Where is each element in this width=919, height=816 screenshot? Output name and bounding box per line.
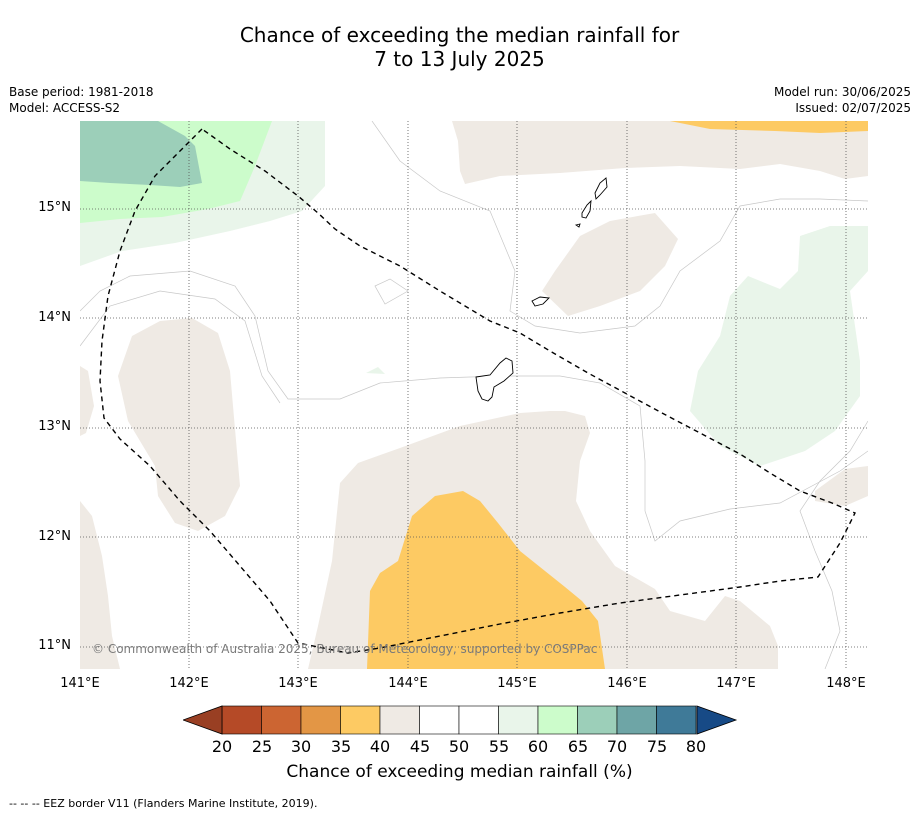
colorbar-label-75: 75 bbox=[646, 737, 668, 756]
lat-label-15n: 15°N bbox=[38, 200, 71, 215]
beige-west-blob bbox=[118, 318, 240, 531]
lat-label-14n: 14°N bbox=[38, 310, 71, 325]
colorbar-label-45: 45 bbox=[409, 737, 431, 756]
colorbar-cell-8 bbox=[537, 705, 578, 735]
rainfall-map: © Commonwealth of Australia 2025, Bureau… bbox=[80, 121, 868, 669]
colorbar-cells bbox=[221, 705, 697, 735]
colorbar-cell-4 bbox=[379, 705, 420, 735]
beige-ne-ridge bbox=[542, 213, 678, 316]
beige-north bbox=[452, 121, 868, 184]
model-run-text: Model run: 30/06/2025 bbox=[773, 85, 911, 99]
colorbar-label-25: 25 bbox=[251, 737, 273, 756]
colorbar-label-55: 55 bbox=[488, 737, 510, 756]
lightgreen-tiny bbox=[366, 367, 385, 374]
eez-border bbox=[99, 128, 856, 654]
orange-south-core bbox=[367, 491, 605, 669]
lon-label-145e: 145°E bbox=[497, 676, 537, 691]
guam-island bbox=[475, 357, 514, 402]
colorbar-cell-9 bbox=[577, 705, 618, 735]
copyright-text: © Commonwealth of Australia 2025, Bureau… bbox=[92, 642, 597, 656]
colorbar bbox=[183, 705, 738, 735]
colorbar-label-35: 35 bbox=[330, 737, 352, 756]
lon-label-147e: 147°E bbox=[716, 676, 756, 691]
lon-label-148e: 148°E bbox=[826, 676, 866, 691]
colorbar-cell-3 bbox=[340, 705, 381, 735]
region-65-70 bbox=[80, 121, 202, 187]
colorbar-label-50: 50 bbox=[448, 737, 470, 756]
map-title-line2: 7 to 13 July 2025 bbox=[374, 47, 545, 71]
colorbar-cell-1 bbox=[261, 705, 302, 735]
rota-island bbox=[531, 296, 550, 307]
colorbar-cell-11 bbox=[656, 705, 697, 735]
beige-west-edge-lower bbox=[80, 501, 120, 669]
colorbar-cell-0 bbox=[221, 705, 262, 735]
lightgreen-east bbox=[690, 226, 868, 466]
islands bbox=[475, 177, 608, 402]
colorbar-cell-2 bbox=[300, 705, 341, 735]
lon-label-146e: 146°E bbox=[607, 676, 647, 691]
issued-text: Issued: 02/07/2025 bbox=[795, 101, 911, 115]
saipan-island bbox=[594, 177, 608, 200]
colorbar-label-70: 70 bbox=[606, 737, 628, 756]
map-title-line1: Chance of exceeding the median rainfall … bbox=[239, 23, 680, 47]
lon-label-142e: 142°E bbox=[169, 676, 209, 691]
colorbar-label-40: 40 bbox=[369, 737, 391, 756]
tinian-island bbox=[581, 199, 592, 219]
lat-lon-grid bbox=[80, 121, 868, 669]
lat-label-13n: 13°N bbox=[38, 419, 71, 434]
lon-label-143e: 143°E bbox=[278, 676, 318, 691]
region-35-40 bbox=[367, 121, 868, 669]
colorbar-cell-5 bbox=[419, 705, 460, 735]
colorbar-label-20: 20 bbox=[211, 737, 233, 756]
model-text: Model: ACCESS-S2 bbox=[9, 101, 121, 115]
colorbar-under-arrow bbox=[183, 705, 223, 735]
lat-label-12n: 12°N bbox=[38, 529, 71, 544]
colorbar-label-60: 60 bbox=[527, 737, 549, 756]
lon-label-141e: 141°E bbox=[60, 676, 100, 691]
colorbar-over-arrow bbox=[696, 705, 738, 735]
beige-east-edge bbox=[815, 466, 868, 506]
eez-footnote: -- -- -- EEZ border V11 (Flanders Marine… bbox=[9, 797, 318, 810]
colorbar-label-30: 30 bbox=[290, 737, 312, 756]
colorbar-cell-6 bbox=[458, 705, 499, 735]
colorbar-cell-7 bbox=[498, 705, 539, 735]
orange-north-strip bbox=[670, 121, 868, 133]
colorbar-label-80: 80 bbox=[685, 737, 707, 756]
base-period-text: Base period: 1981-2018 bbox=[9, 85, 154, 99]
colorbar-cell-10 bbox=[616, 705, 657, 735]
colorbar-title: Chance of exceeding median rainfall (%) bbox=[286, 762, 633, 782]
lat-label-11n: 11°N bbox=[38, 638, 71, 653]
beige-west-edge-upper bbox=[80, 366, 94, 436]
lon-label-144e: 144°E bbox=[388, 676, 428, 691]
aguijan-island bbox=[574, 223, 581, 228]
colorbar-label-65: 65 bbox=[567, 737, 589, 756]
